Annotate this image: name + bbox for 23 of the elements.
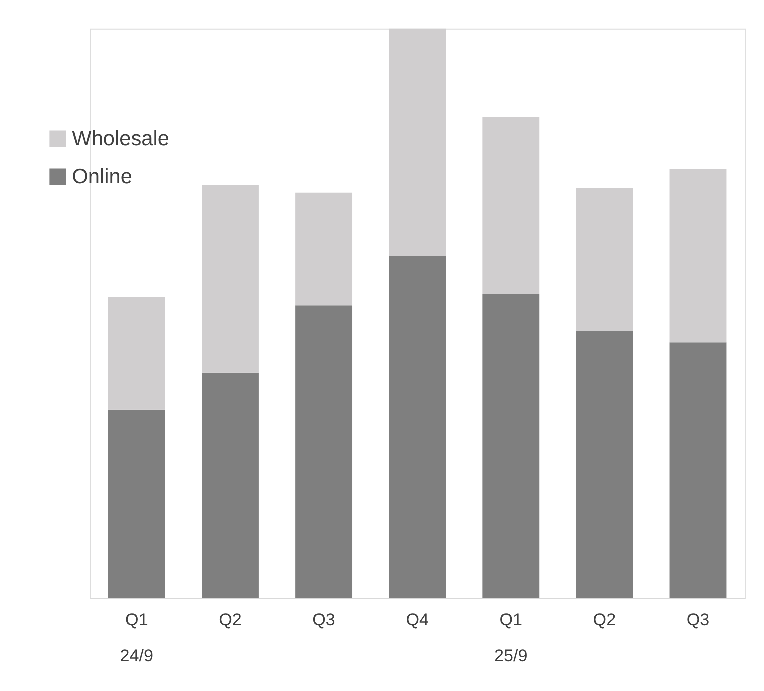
bar [108,410,166,598]
bar [670,170,727,343]
x-tick-label: Q1 25/9 [494,610,528,666]
bar [482,294,540,598]
x-tick-label: Q1 24/9 [120,610,154,666]
x-tick-label: Q3 [686,610,710,630]
bar [482,117,540,294]
x-tick-label: Q3 [312,610,336,630]
bar [108,297,166,410]
bar [389,256,446,598]
x-tick-label: Q2 [219,610,242,630]
bar [296,192,353,306]
bar [576,331,634,598]
legend-label: Wholesale [72,128,170,151]
bar [389,28,446,256]
bar [296,306,353,598]
bar [202,372,259,598]
bar [576,188,634,332]
legend-label: Online [72,166,132,189]
x-tick-label: Q4 [406,610,429,630]
bar [670,342,727,598]
x-tick-label: Q2 [593,610,616,630]
bar [202,185,259,373]
